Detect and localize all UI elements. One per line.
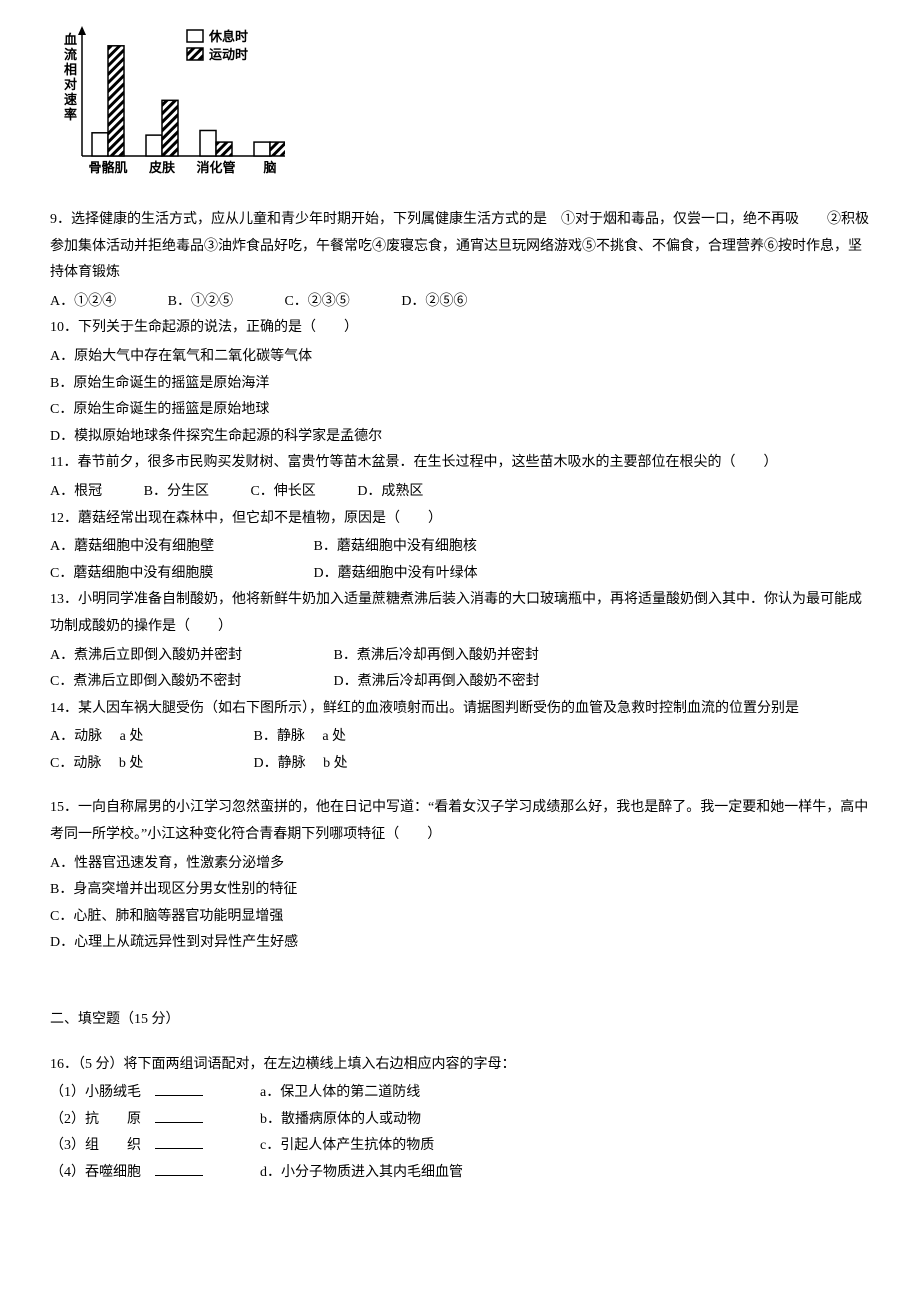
q12-options: A．蘑菇细胞中没有细胞壁 B．蘑菇细胞中没有细胞核 C．蘑菇细胞中没有细胞膜 D… xyxy=(50,534,870,587)
q14-opt-a: A．动脉 a 处 xyxy=(50,724,250,751)
match-left-label: （1）小肠绒毛 xyxy=(50,1085,155,1100)
q15-opt-b: B．身高突增并出现区分男女性别的特征 xyxy=(50,877,870,904)
svg-text:骨骼肌: 骨骼肌 xyxy=(88,160,127,175)
q9-options: A．①②④ B．①②⑤ C．②③⑤ D．②⑤⑥ xyxy=(50,289,870,316)
q14-opt-d: D．静脉 b 处 xyxy=(254,756,348,771)
match-left: （3）组 织 xyxy=(50,1133,260,1160)
q10-opt-c: C．原始生命诞生的摇篮是原始地球 xyxy=(50,397,870,424)
match-left: （4）吞噬细胞 xyxy=(50,1160,260,1187)
q12-opt-b: B．蘑菇细胞中没有细胞核 xyxy=(314,539,477,554)
q12-opt-d: D．蘑菇细胞中没有叶绿体 xyxy=(314,566,478,581)
q15-opt-a: A．性器官迅速发育，性激素分泌增多 xyxy=(50,851,870,878)
question-10: 10．下列关于生命起源的说法，正确的是（ ） xyxy=(50,315,870,342)
bar-chart: 血流相对速率骨骼肌 皮肤 消化管 脑 休息时运动时 xyxy=(50,20,870,195)
q11-options: A．根冠 B．分生区 C．伸长区 D．成熟区 xyxy=(50,479,870,506)
q15-opt-c: C．心脏、肺和脑等器官功能明显增强 xyxy=(50,904,870,931)
q9-opt-c: C．②③⑤ xyxy=(284,289,349,316)
match-row: （1）小肠绒毛 a．保卫人体的第二道防线 xyxy=(50,1080,870,1107)
question-15: 15．一向自称屌男的小江学习忽然蛮拼的，他在日记中写道：“看着女汉子学习成绩那么… xyxy=(50,795,870,848)
q9-opt-b: B．①②⑤ xyxy=(168,289,233,316)
fill-blank[interactable] xyxy=(155,1109,203,1123)
fill-blank[interactable] xyxy=(155,1082,203,1096)
fill-blank[interactable] xyxy=(155,1162,203,1176)
q10-stem: 10．下列关于生命起源的说法，正确的是（ ） xyxy=(50,320,358,335)
q13-stem: 13．小明同学准备自制酸奶，他将新鲜牛奶加入适量蔗糖煮沸后装入消毒的大口玻璃瓶中… xyxy=(50,592,862,634)
match-row: （3）组 织 c．引起人体产生抗体的物质 xyxy=(50,1133,870,1160)
question-9: 9．选择健康的生活方式，应从儿童和青少年时期开始，下列属健康生活方式的是 ①对于… xyxy=(50,207,870,287)
q11-opt-b: B．分生区 xyxy=(144,479,209,506)
q9-opt-a: A．①②④ xyxy=(50,289,116,316)
match-right-label: d．小分子物质进入其内毛细血管 xyxy=(260,1160,870,1187)
fill-blank[interactable] xyxy=(155,1135,203,1149)
match-left-label: （3）组 织 xyxy=(50,1138,155,1153)
svg-text:血流相对速率: 血流相对速率 xyxy=(64,32,77,122)
match-right-label: c．引起人体产生抗体的物质 xyxy=(260,1133,870,1160)
q13-opt-a: A．煮沸后立即倒入酸奶并密封 xyxy=(50,643,330,670)
q10-opt-d: D．模拟原始地球条件探究生命起源的科学家是孟德尔 xyxy=(50,424,870,451)
section-2-title: 二、填空题（15 分） xyxy=(50,1007,870,1034)
q11-opt-c: C．伸长区 xyxy=(250,479,315,506)
q14-options: A．动脉 a 处 B．静脉 a 处 C．动脉 b 处 D．静脉 b 处 xyxy=(50,724,870,777)
q10-options: A．原始大气中存在氧气和二氧化碳等气体 B．原始生命诞生的摇篮是原始海洋 C．原… xyxy=(50,344,870,450)
q15-options: A．性器官迅速发育，性激素分泌增多 B．身高突增并出现区分男女性别的特征 C．心… xyxy=(50,851,870,957)
q15-opt-d: D．心理上从疏远异性到对异性产生好感 xyxy=(50,930,870,957)
q10-opt-a: A．原始大气中存在氧气和二氧化碳等气体 xyxy=(50,344,870,371)
match-left-label: （4）吞噬细胞 xyxy=(50,1165,155,1180)
q13-options: A．煮沸后立即倒入酸奶并密封 B．煮沸后冷却再倒入酸奶并密封 C．煮沸后立即倒入… xyxy=(50,643,870,696)
svg-text:皮肤: 皮肤 xyxy=(148,160,176,175)
match-right-label: a．保卫人体的第二道防线 xyxy=(260,1080,870,1107)
bar-chart-svg: 血流相对速率骨骼肌 皮肤 消化管 脑 休息时运动时 xyxy=(50,20,285,195)
spacer xyxy=(50,1044,870,1052)
q12-opt-a: A．蘑菇细胞中没有细胞壁 xyxy=(50,534,310,561)
svg-text:休息时: 休息时 xyxy=(208,29,248,44)
svg-text:脑: 脑 xyxy=(263,160,276,175)
svg-text:消化管: 消化管 xyxy=(196,160,235,175)
match-right-label: b．散播病原体的人或动物 xyxy=(260,1107,870,1134)
q11-opt-a: A．根冠 xyxy=(50,479,102,506)
q11-opt-d: D．成熟区 xyxy=(357,479,423,506)
spacer xyxy=(50,777,870,795)
question-12: 12．蘑菇经常出现在森林中，但它却不是植物，原因是（ ） xyxy=(50,506,870,533)
q13-opt-b: B．煮沸后冷却再倒入酸奶并密封 xyxy=(334,648,539,663)
svg-text:运动时: 运动时 xyxy=(209,47,248,62)
question-16: 16．（5 分）将下面两组词语配对，在左边横线上填入右边相应内容的字母： xyxy=(50,1052,870,1079)
q9-stem: 9．选择健康的生活方式，应从儿童和青少年时期开始，下列属健康生活方式的是 ①对于… xyxy=(50,212,869,280)
q16-stem: 16．（5 分）将下面两组词语配对，在左边横线上填入右边相应内容的字母： xyxy=(50,1057,516,1072)
question-13: 13．小明同学准备自制酸奶，他将新鲜牛奶加入适量蔗糖煮沸后装入消毒的大口玻璃瓶中… xyxy=(50,587,870,640)
match-left: （1）小肠绒毛 xyxy=(50,1080,260,1107)
question-14: 14．某人因车祸大腿受伤（如右下图所示），鲜红的血液喷射而出。请据图判断受伤的血… xyxy=(50,696,870,723)
q14-opt-b: B．静脉 a 处 xyxy=(254,729,347,744)
q12-opt-c: C．蘑菇细胞中没有细胞膜 xyxy=(50,561,310,588)
q9-opt-d: D．②⑤⑥ xyxy=(401,289,467,316)
match-left: （2）抗 原 xyxy=(50,1107,260,1134)
spacer xyxy=(50,957,870,989)
q16-rows: （1）小肠绒毛 a．保卫人体的第二道防线（2）抗 原 b．散播病原体的人或动物（… xyxy=(50,1080,870,1186)
match-row: （2）抗 原 b．散播病原体的人或动物 xyxy=(50,1107,870,1134)
match-left-label: （2）抗 原 xyxy=(50,1112,155,1127)
q15-stem: 15．一向自称屌男的小江学习忽然蛮拼的，他在日记中写道：“看着女汉子学习成绩那么… xyxy=(50,800,868,842)
q13-opt-c: C．煮沸后立即倒入酸奶不密封 xyxy=(50,669,330,696)
question-11: 11．春节前夕，很多市民购买发财树、富贵竹等苗木盆景．在生长过程中，这些苗木吸水… xyxy=(50,450,870,477)
q10-opt-b: B．原始生命诞生的摇篮是原始海洋 xyxy=(50,371,870,398)
q14-stem: 14．某人因车祸大腿受伤（如右下图所示），鲜红的血液喷射而出。请据图判断受伤的血… xyxy=(50,701,799,716)
q13-opt-d: D．煮沸后冷却再倒入酸奶不密封 xyxy=(334,674,540,689)
match-row: （4）吞噬细胞 d．小分子物质进入其内毛细血管 xyxy=(50,1160,870,1187)
q11-stem: 11．春节前夕，很多市民购买发财树、富贵竹等苗木盆景．在生长过程中，这些苗木吸水… xyxy=(50,455,777,470)
q12-stem: 12．蘑菇经常出现在森林中，但它却不是植物，原因是（ ） xyxy=(50,511,442,526)
q14-opt-c: C．动脉 b 处 xyxy=(50,751,250,778)
